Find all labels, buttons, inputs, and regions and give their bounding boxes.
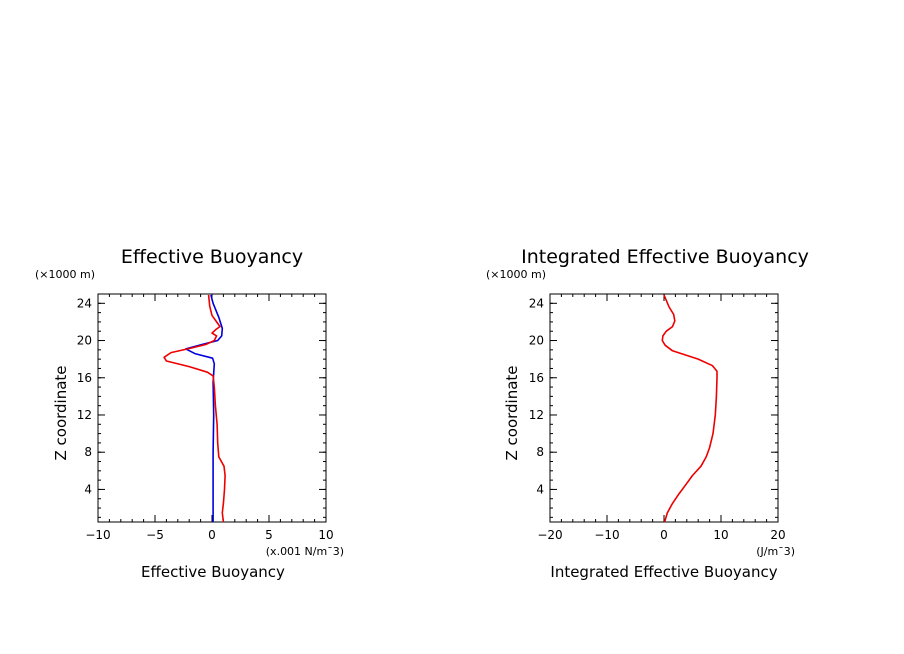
chart-title: Integrated Effective Buoyancy [521, 246, 809, 268]
y-scale-note: (×1000 m) [486, 268, 546, 281]
x-unit-note: (x.001 N/m¯3) [266, 545, 344, 558]
y-tick-label: 12 [77, 408, 92, 422]
y-tick-label: 12 [529, 408, 544, 422]
x-tick-label: 10 [318, 528, 333, 542]
y-axis-label: Z coordinate [52, 365, 70, 460]
x-tick-label: 0 [208, 528, 216, 542]
series-line-1 [163, 294, 226, 523]
y-tick-label: 24 [77, 296, 92, 310]
y-tick-label: 16 [77, 371, 92, 385]
plot-area: −20 −10 0 10 20 4 8 12 16 20 24 [529, 293, 786, 542]
y-axis-label: Z coordinate [503, 365, 521, 460]
x-tick-label: 20 [770, 528, 785, 542]
x-tick-label: −10 [594, 528, 619, 542]
x-tick-label: −20 [537, 528, 562, 542]
series-line-0 [185, 294, 224, 522]
plot-area: −10 −5 0 5 10 4 8 12 16 20 24 [77, 293, 334, 542]
plot-frame [549, 293, 779, 523]
x-axis-label: Integrated Effective Buoyancy [550, 563, 777, 581]
series-line-0 [661, 294, 718, 523]
x-tick-label: 10 [713, 528, 728, 542]
y-tick-label: 8 [536, 445, 544, 459]
y-tick-label: 20 [529, 334, 544, 348]
y-tick-label: 16 [529, 371, 544, 385]
x-unit-note: (J/m¯3) [756, 545, 795, 558]
plot-frame [97, 293, 327, 523]
y-tick-label: 4 [536, 482, 544, 496]
x-tick-label: −5 [146, 528, 164, 542]
y-tick-label: 24 [529, 296, 544, 310]
x-tick-label: 0 [660, 528, 668, 542]
x-axis-label: Effective Buoyancy [141, 563, 285, 581]
integrated-effective-buoyancy-panel: Integrated Effective Buoyancy (×1000 m) … [486, 246, 809, 581]
x-tick-label: −10 [85, 528, 110, 542]
effective-buoyancy-panel: Effective Buoyancy (×1000 m) (x.001 N/m¯… [35, 246, 344, 581]
y-tick-label: 8 [84, 445, 92, 459]
y-scale-note: (×1000 m) [35, 268, 95, 281]
chart-title: Effective Buoyancy [121, 246, 303, 268]
y-tick-label: 20 [77, 334, 92, 348]
x-tick-label: 5 [265, 528, 273, 542]
y-tick-label: 4 [84, 482, 92, 496]
